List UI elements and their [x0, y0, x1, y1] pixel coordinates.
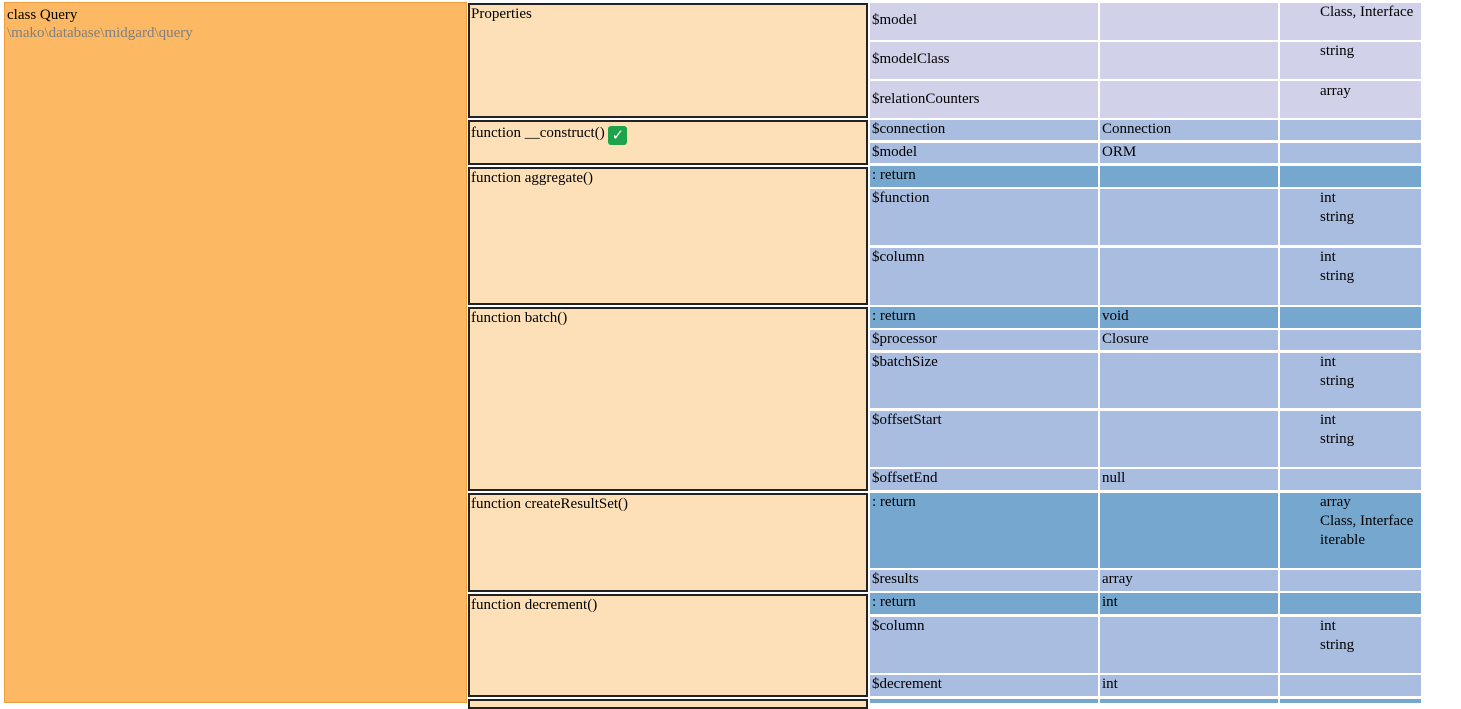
class-namespace: \mako\database\midgard\query — [7, 25, 193, 41]
return-label — [870, 699, 1098, 703]
param-types — [1280, 570, 1421, 591]
param-name: $model — [870, 143, 1098, 163]
param-type — [1100, 189, 1278, 245]
param-type: Connection — [1100, 120, 1278, 140]
function-decrement[interactable]: function decrement() — [468, 594, 868, 697]
type-item: string — [1320, 637, 1355, 653]
param-name: $function — [870, 189, 1098, 245]
param-type: int — [1100, 675, 1278, 696]
param-name: $connection — [870, 120, 1098, 140]
param-type — [1100, 248, 1278, 305]
property-types: array — [1280, 81, 1421, 118]
type-item: int — [1320, 249, 1336, 265]
return-type: int — [1100, 593, 1278, 614]
property-types: string — [1280, 42, 1421, 79]
return-label: : return — [870, 166, 1098, 187]
property-name: $relationCounters — [870, 81, 1098, 118]
property-default — [1100, 81, 1278, 118]
param-name: $column — [870, 248, 1098, 305]
function-aggregate-label: function aggregate() — [471, 170, 594, 186]
param-types: int string — [1280, 353, 1421, 408]
property-types: Class, Interface — [1280, 3, 1421, 40]
param-name: $offsetStart — [870, 411, 1098, 467]
property-name: $modelClass — [870, 42, 1098, 79]
check-icon: ✓ — [608, 126, 628, 145]
function-batch-label: function batch() — [471, 310, 568, 326]
param-name: $batchSize — [870, 353, 1098, 408]
return-label: : return — [870, 307, 1098, 328]
property-name: $model — [870, 3, 1098, 40]
type-item: int — [1320, 618, 1336, 634]
param-types — [1280, 330, 1421, 350]
param-name: $results — [870, 570, 1098, 591]
type-item: string — [1320, 373, 1355, 389]
param-name: $decrement — [870, 675, 1098, 696]
type-item: string — [1320, 209, 1355, 225]
properties-section[interactable]: Properties — [468, 3, 868, 118]
function-next[interactable] — [468, 699, 868, 709]
function-batch[interactable]: function batch() — [468, 307, 868, 491]
return-type — [1100, 699, 1278, 703]
return-label: : return — [870, 493, 1098, 568]
param-type: array — [1100, 570, 1278, 591]
param-types — [1280, 469, 1421, 490]
function-decrement-label: function decrement() — [471, 597, 598, 613]
param-name: $processor — [870, 330, 1098, 350]
param-types — [1280, 143, 1421, 163]
param-name: $column — [870, 617, 1098, 673]
type-item: Class, Interface — [1320, 513, 1414, 529]
param-type: Closure — [1100, 330, 1278, 350]
property-default — [1100, 3, 1278, 40]
property-default — [1100, 42, 1278, 79]
type-item: string — [1320, 268, 1355, 284]
function-aggregate[interactable]: function aggregate() — [468, 167, 868, 305]
properties-label: Properties — [471, 6, 532, 22]
type-item: int — [1320, 190, 1336, 206]
param-types: int string — [1280, 411, 1421, 467]
param-types — [1280, 675, 1421, 696]
return-types — [1280, 166, 1421, 187]
return-type: void — [1100, 307, 1278, 328]
param-types: int string — [1280, 617, 1421, 673]
type-item: string — [1320, 431, 1355, 447]
param-types: int string — [1280, 248, 1421, 305]
return-type — [1100, 166, 1278, 187]
function-construct[interactable]: function __construct() ✓ — [468, 120, 868, 165]
type-item: int — [1320, 412, 1336, 428]
class-title: class Query — [7, 7, 78, 23]
return-types — [1280, 699, 1421, 703]
param-types: int string — [1280, 189, 1421, 245]
type-item: iterable — [1320, 532, 1365, 548]
function-createResultSet-label: function createResultSet() — [471, 496, 629, 512]
param-type: null — [1100, 469, 1278, 490]
return-label: : return — [870, 593, 1098, 614]
class-cell: class Query \mako\database\midgard\query — [4, 2, 467, 703]
param-types — [1280, 120, 1421, 140]
function-createResultSet[interactable]: function createResultSet() — [468, 493, 868, 592]
param-type — [1100, 353, 1278, 408]
return-types — [1280, 307, 1421, 328]
type-item: int — [1320, 354, 1336, 370]
param-type: ORM — [1100, 143, 1278, 163]
param-type — [1100, 411, 1278, 467]
return-types: array Class, Interface iterable — [1280, 493, 1421, 568]
param-name: $offsetEnd — [870, 469, 1098, 490]
param-type — [1100, 617, 1278, 673]
type-item: array — [1320, 494, 1351, 510]
function-construct-label: function __construct() — [471, 125, 605, 141]
return-type — [1100, 493, 1278, 568]
return-types — [1280, 593, 1421, 614]
